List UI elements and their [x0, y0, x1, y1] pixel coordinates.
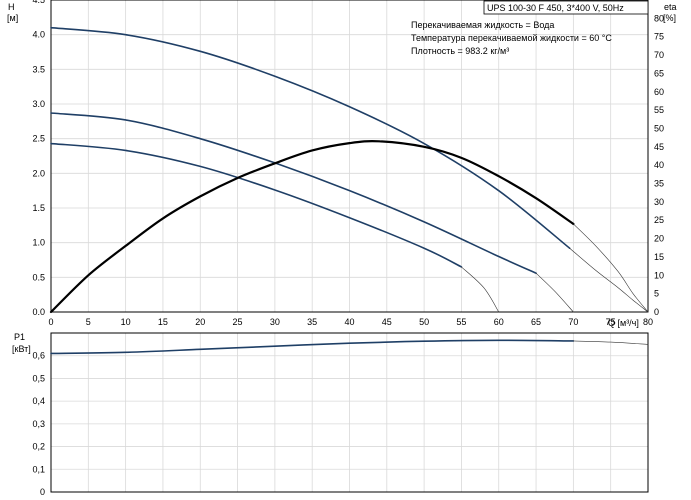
power-axis-unit: [кВт]	[12, 344, 31, 354]
y-tick-label: 1.0	[32, 238, 45, 248]
efficiency-curve-7	[573, 223, 649, 313]
info-line-density: Плотность = 983.2 кг/м³	[411, 46, 509, 56]
power-tick-label: 0,1	[32, 464, 45, 474]
bottom-tick-labels: 0 0,1 0,2 0,3 0,4 0,5 0,6	[32, 351, 45, 497]
y-tick-label: 2.0	[32, 168, 45, 178]
head-efficiency-panel: 0 5 10 15 20 25 30 35 40 45 50 55 60 65 70 75 800.00.51.…	[7, 0, 677, 328]
power-panel: 0 0,1 0,2 0,3 0,4 0,5 0,6 P1 [кВт]	[12, 332, 649, 497]
bottom-plot-frame	[50, 332, 649, 493]
x-tick-label: 70	[568, 317, 578, 327]
efficiency-curve-6	[49, 140, 575, 314]
y2-tick-label: 10	[654, 270, 664, 280]
power-axis-label: P1	[14, 332, 25, 342]
y2-tick-label: 75	[654, 32, 664, 42]
info-line-temperature: Температура перекачиваемой жидкости = 60…	[411, 33, 612, 43]
top-plot-frame	[50, 0, 649, 313]
info-box: UPS 100-30 F 450, 3*400 V, 50Hz Перекачи…	[411, 0, 649, 56]
y2-tick-label: 20	[654, 234, 664, 244]
y2-tick-label: 15	[654, 252, 664, 262]
info-title: UPS 100-30 F 450, 3*400 V, 50Hz	[487, 3, 624, 13]
x-tick-label: 80	[643, 317, 653, 327]
y-tick-label: 0.5	[32, 272, 45, 282]
bottom-series-group	[50, 339, 649, 355]
y-tick-label: 4.5	[32, 0, 45, 5]
head-curve-2	[50, 112, 537, 274]
top-series-group	[49, 26, 649, 314]
y2-tick-label: 25	[654, 215, 664, 225]
x-tick-label: 60	[494, 317, 504, 327]
y-tick-label: 1.5	[32, 203, 45, 213]
x-tick-label: 20	[195, 317, 205, 327]
x-tick-label: 0	[48, 317, 53, 327]
y-tick-label: 4.0	[32, 30, 45, 40]
y-tick-label: 3.0	[32, 99, 45, 109]
y2-tick-label: 30	[654, 197, 664, 207]
y2-tick-label: 60	[654, 87, 664, 97]
x-tick-label: 75	[606, 317, 616, 327]
x-axis-label: Q [м³/ч]	[608, 318, 639, 328]
info-line-fluid: Перекачиваемая жидкость = Вода	[411, 20, 554, 30]
x-tick-label: 10	[121, 317, 131, 327]
power-tick-label: 0	[40, 487, 45, 497]
x-tick-label: 50	[419, 317, 429, 327]
x-tick-label: 55	[456, 317, 466, 327]
x-tick-label: 65	[531, 317, 541, 327]
head-curve-1	[569, 247, 649, 313]
y-axis-unit: [м]	[7, 13, 18, 23]
y2-axis-label: eta	[664, 2, 677, 12]
x-tick-label: 45	[382, 317, 392, 327]
y2-tick-label: 35	[654, 179, 664, 189]
head-curve-5	[461, 266, 500, 313]
power-curve-1	[573, 340, 649, 345]
power-tick-label: 0,4	[32, 396, 45, 406]
y2-tick-label: 40	[654, 160, 664, 170]
y2-tick-label: 0	[654, 307, 659, 317]
y2-tick-label: 5	[654, 289, 659, 299]
power-tick-label: 0,3	[32, 419, 45, 429]
y2-tick-label: 55	[654, 105, 664, 115]
y-tick-label: 2.5	[32, 134, 45, 144]
y2-axis-unit: [%]	[663, 13, 676, 23]
y-tick-label: 0.0	[32, 307, 45, 317]
y2-tick-label: 70	[654, 50, 664, 60]
power-tick-label: 0,6	[32, 351, 45, 361]
x-tick-label: 35	[307, 317, 317, 327]
x-tick-label: 15	[158, 317, 168, 327]
x-tick-label: 40	[344, 317, 354, 327]
y2-tick-label: 50	[654, 123, 664, 133]
top-tick-labels: 0 5 10 15 20 25 30 35 40 45 50 55 60 65 70 75 800.00.51.…	[32, 0, 664, 327]
y-axis-label: H	[8, 2, 15, 12]
head-curve-0	[50, 26, 571, 250]
power-tick-label: 0,2	[32, 442, 45, 452]
x-tick-label: 5	[86, 317, 91, 327]
y2-tick-label: 80	[654, 13, 664, 23]
x-tick-label: 30	[270, 317, 280, 327]
power-curve-0	[50, 339, 575, 355]
y-tick-label: 3.5	[32, 64, 45, 74]
head-curve-3	[535, 272, 574, 313]
info-title-box	[483, 0, 649, 15]
y2-tick-label: 45	[654, 142, 664, 152]
head-curve-4	[50, 142, 463, 268]
y2-tick-label: 65	[654, 68, 664, 78]
x-tick-label: 25	[233, 317, 243, 327]
power-tick-label: 0,5	[32, 373, 45, 383]
